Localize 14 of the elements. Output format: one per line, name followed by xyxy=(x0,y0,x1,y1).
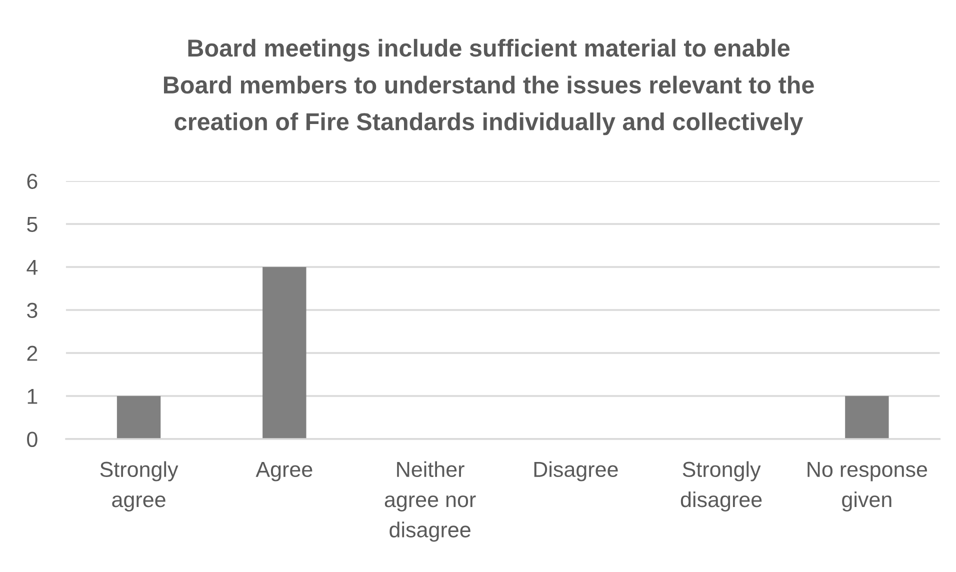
y-tick-label: 6 xyxy=(27,174,38,189)
y-tick-label: 1 xyxy=(28,388,38,404)
x-tick-label: Disagree xyxy=(534,461,618,482)
chart-title: Board meetings include sufficient material to enable Board members to understand the issues relevant to the creation of Fire Standards individually and collectively xyxy=(164,38,814,136)
y-tick-label: 4 xyxy=(26,260,38,275)
x-tick-label: Neither agree nor disagree xyxy=(384,461,476,542)
x-tick-label: No response given xyxy=(808,462,928,512)
x-tick-label: Agree xyxy=(256,462,312,482)
x-tick-label: Strongly agree xyxy=(100,461,178,512)
x-tick-label: Strongly disagree xyxy=(680,461,762,512)
y-tick-label: 0 xyxy=(27,432,38,448)
y-tick-label: 3 xyxy=(27,302,38,318)
y-tick-label: 2 xyxy=(27,346,38,361)
y-tick-label: 5 xyxy=(27,216,38,232)
